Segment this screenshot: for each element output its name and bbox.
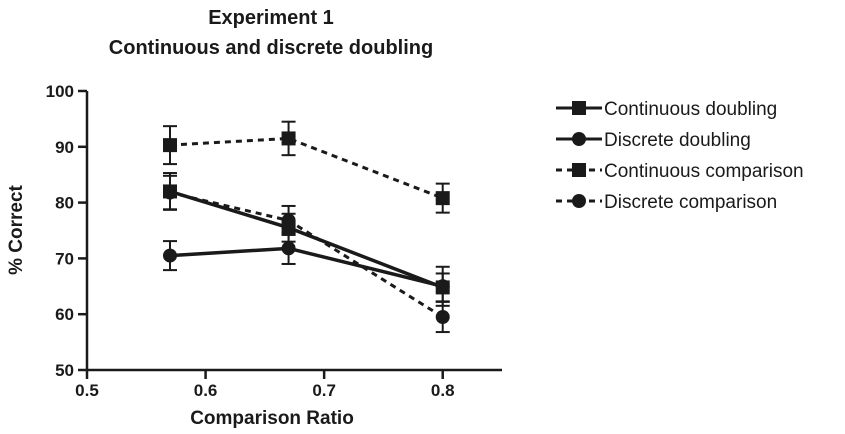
y-tick-label: 80 xyxy=(55,194,74,213)
legend-label: Discrete comparison xyxy=(604,192,777,213)
chart-title: Experiment 1 xyxy=(208,7,334,29)
data-point xyxy=(281,241,296,256)
y-tick-label: 50 xyxy=(55,361,74,380)
legend-marker xyxy=(572,163,586,177)
legend: Continuous doubling Discrete doubling Cont… xyxy=(556,99,804,213)
legend-marker xyxy=(572,132,586,146)
data-point xyxy=(281,213,296,228)
chart-subtitle: Continuous and discrete doubling xyxy=(109,37,433,59)
x-tick-label: 0.8 xyxy=(431,381,455,400)
axes xyxy=(85,91,502,372)
y-tick-label: 60 xyxy=(55,305,74,324)
data-point xyxy=(163,138,177,153)
legend-item-continuous-comparison: Continuous comparison xyxy=(556,161,804,182)
x-tick-label: 0.5 xyxy=(75,381,99,400)
series-line xyxy=(169,136,444,200)
y-axis-title: % Correct xyxy=(6,184,27,274)
series-continuous-doubling xyxy=(163,172,450,303)
y-axis-ticks: 50 60 70 80 90 100 xyxy=(46,82,87,380)
x-axis-ticks: 0.5 0.6 0.7 0.8 xyxy=(75,370,455,400)
x-tick-label: 0.7 xyxy=(312,381,336,400)
series-line xyxy=(169,189,444,290)
series-line xyxy=(169,246,444,288)
legend-item-discrete-comparison: Discrete comparison xyxy=(556,192,777,213)
series-continuous-comparison xyxy=(163,120,450,214)
data-point xyxy=(281,131,296,146)
legend-marker xyxy=(572,194,586,208)
y-tick-label: 100 xyxy=(46,82,74,101)
data-point xyxy=(163,185,177,200)
y-tick-label: 90 xyxy=(55,138,74,157)
data-point xyxy=(435,279,450,294)
series-discrete-comparison xyxy=(163,174,450,334)
legend-item-discrete-doubling: Discrete doubling xyxy=(556,130,751,151)
y-tick-label: 70 xyxy=(55,249,74,268)
data-point xyxy=(435,191,450,206)
plot-area xyxy=(163,120,450,334)
legend-marker xyxy=(572,101,586,115)
x-axis-title: Comparison Ratio xyxy=(190,408,354,429)
legend-label: Continuous comparison xyxy=(604,161,804,182)
data-point xyxy=(435,309,450,324)
data-point xyxy=(163,248,177,263)
series-discrete-doubling xyxy=(163,231,450,307)
legend-item-continuous-doubling: Continuous doubling xyxy=(556,99,777,120)
x-tick-label: 0.6 xyxy=(194,381,218,400)
legend-label: Continuous doubling xyxy=(604,99,777,120)
legend-label: Discrete doubling xyxy=(604,130,751,151)
